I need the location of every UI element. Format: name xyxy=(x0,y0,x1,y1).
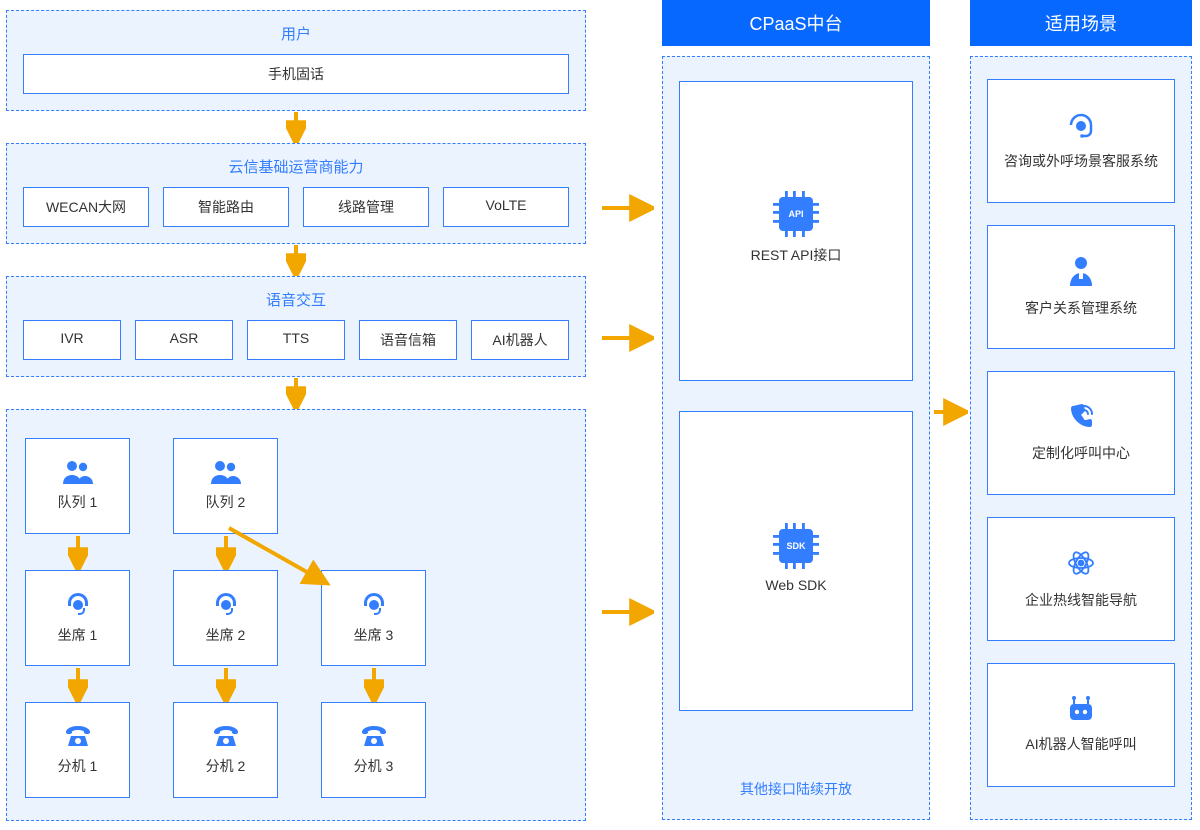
person-icon xyxy=(1068,256,1094,286)
left-column: 用户 手机固话 云信基础运营商能力 WECAN大网 智能路由 线路管理 VoLT… xyxy=(6,10,586,821)
headset-icon xyxy=(1066,111,1096,139)
right-body: 咨询或外呼场景客服系统 客户关系管理系统 定制化呼叫中心 企业热线智能导航 AI… xyxy=(970,56,1192,820)
queue-label: 队列 2 xyxy=(206,492,246,512)
down-arrow xyxy=(173,666,278,702)
scenario-card: 客户关系管理系统 xyxy=(987,225,1175,349)
headset-icon xyxy=(64,591,92,617)
telephone-icon xyxy=(360,724,388,748)
seat-label: 坐席 3 xyxy=(354,625,394,645)
carrier-item: VoLTE xyxy=(443,187,569,227)
diagonal-arrow xyxy=(225,524,345,594)
agents-panel: 队列 1 队列 2 xyxy=(6,409,586,821)
headset-icon xyxy=(360,591,388,617)
api-badge: API xyxy=(788,209,803,219)
scenario-label: 客户关系管理系统 xyxy=(1025,298,1137,318)
mid-body: API REST API接口 SDK Web SDK 其他接口陆续开放 xyxy=(662,56,930,820)
ext-card: 分机 2 xyxy=(173,702,278,798)
ext-label: 分机 2 xyxy=(206,756,246,776)
api-card: API REST API接口 xyxy=(679,81,913,381)
down-arrow xyxy=(6,244,586,276)
api-label: REST API接口 xyxy=(751,245,842,265)
queue-label: 队列 1 xyxy=(58,492,98,512)
carrier-panel: 云信基础运营商能力 WECAN大网 智能路由 线路管理 VoLTE xyxy=(6,143,586,244)
seat-card: 坐席 1 xyxy=(25,570,130,666)
down-arrow xyxy=(25,534,130,570)
voice-item: TTS xyxy=(247,320,345,360)
down-arrow xyxy=(25,666,130,702)
people-icon xyxy=(211,460,241,484)
carrier-title: 云信基础运营商能力 xyxy=(23,156,569,177)
scenario-card: 企业热线智能导航 xyxy=(987,517,1175,641)
carrier-item: 线路管理 xyxy=(303,187,429,227)
right-header: 适用场景 xyxy=(970,0,1192,46)
scenario-label: 咨询或外呼场景客服系统 xyxy=(1004,151,1158,171)
scenario-card: 咨询或外呼场景客服系统 xyxy=(987,79,1175,203)
down-arrow xyxy=(321,666,426,702)
right-column: 适用场景 咨询或外呼场景客服系统 客户关系管理系统 定制化呼叫中心 企业热线智能… xyxy=(970,0,1192,820)
voice-item: AI机器人 xyxy=(471,320,569,360)
scenario-card: 定制化呼叫中心 xyxy=(987,371,1175,495)
carrier-item: WECAN大网 xyxy=(23,187,149,227)
sdk-card: SDK Web SDK xyxy=(679,411,913,711)
carrier-item: 智能路由 xyxy=(163,187,289,227)
scenario-label: AI机器人智能呼叫 xyxy=(1025,734,1136,754)
right-arrow xyxy=(932,396,968,428)
mid-column: CPaaS中台 API REST API接口 SDK Web SDK 其他接口陆… xyxy=(662,0,930,820)
seat-label: 坐席 2 xyxy=(206,625,246,645)
robot-icon xyxy=(1066,696,1096,722)
ext-card: 分机 3 xyxy=(321,702,426,798)
mid-header: CPaaS中台 xyxy=(662,0,930,46)
voice-item: 语音信箱 xyxy=(359,320,457,360)
mid-note: 其他接口陆续开放 xyxy=(740,779,852,799)
telephone-icon xyxy=(212,724,240,748)
voice-item: IVR xyxy=(23,320,121,360)
voice-item: ASR xyxy=(135,320,233,360)
voice-panel: 语音交互 IVR ASR TTS 语音信箱 AI机器人 xyxy=(6,276,586,377)
seat-label: 坐席 1 xyxy=(58,625,98,645)
down-arrow xyxy=(6,111,586,143)
down-arrow xyxy=(6,377,586,409)
people-icon xyxy=(63,460,93,484)
right-arrow xyxy=(600,322,654,354)
user-panel: 用户 手机固话 xyxy=(6,10,586,111)
api-chip-icon: API xyxy=(779,197,813,231)
queue-card: 队列 1 xyxy=(25,438,130,534)
sdk-label: Web SDK xyxy=(765,577,826,593)
ext-label: 分机 1 xyxy=(58,756,98,776)
right-arrow xyxy=(600,596,654,628)
down-arrow xyxy=(173,534,278,570)
sdk-chip-icon: SDK xyxy=(779,529,813,563)
ext-label: 分机 3 xyxy=(354,756,394,776)
atom-icon xyxy=(1066,548,1096,578)
sdk-badge: SDK xyxy=(786,541,805,551)
scenario-label: 企业热线智能导航 xyxy=(1025,590,1137,610)
phone-icon xyxy=(1067,403,1095,431)
scenario-card: AI机器人智能呼叫 xyxy=(987,663,1175,787)
headset-icon xyxy=(212,591,240,617)
user-item: 手机固话 xyxy=(23,54,569,94)
user-title: 用户 xyxy=(23,23,569,44)
right-arrow xyxy=(600,192,654,224)
scenario-label: 定制化呼叫中心 xyxy=(1032,443,1130,463)
queue-card: 队列 2 xyxy=(173,438,278,534)
ext-card: 分机 1 xyxy=(25,702,130,798)
voice-title: 语音交互 xyxy=(23,289,569,310)
telephone-icon xyxy=(64,724,92,748)
